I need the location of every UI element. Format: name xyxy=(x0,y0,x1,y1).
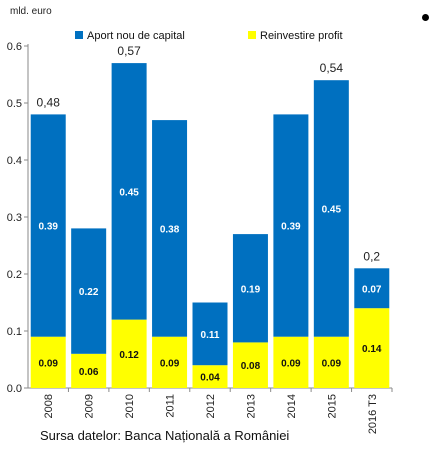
data-label: 0.09 xyxy=(160,358,180,369)
data-label: 0.14 xyxy=(362,344,382,355)
data-label: 0.06 xyxy=(79,367,99,378)
x-tick-label: 2008 xyxy=(43,394,55,418)
bar-segment-aport xyxy=(354,268,390,309)
bar-segment-reinvestire xyxy=(232,342,268,388)
x-tick-label: 2016 T3 xyxy=(367,394,379,434)
data-label: 0.39 xyxy=(281,222,301,233)
bar-segment-aport xyxy=(71,228,107,354)
bar-segment-reinvestire xyxy=(192,365,228,388)
bar-segment-aport xyxy=(152,120,188,337)
bar-segment-reinvestire xyxy=(354,308,390,388)
data-label: 0.08 xyxy=(241,361,261,372)
data-label: 0.22 xyxy=(79,287,99,298)
unit-label: mld. euro xyxy=(10,6,52,17)
legend-item-reinvestire-swatch xyxy=(248,31,256,39)
total-label: 0,2 xyxy=(363,249,380,263)
y-tick-label: 0.2 xyxy=(7,269,22,281)
data-label: 0.07 xyxy=(362,284,382,295)
data-label: 0.45 xyxy=(119,187,139,198)
legend-item-aport-label: Aport nou de capital xyxy=(87,30,185,42)
data-label: 0.12 xyxy=(119,350,139,361)
legend-item-aport-swatch xyxy=(75,31,83,39)
x-tick-label: 2010 xyxy=(124,394,136,418)
y-tick-label: 0.3 xyxy=(7,212,22,224)
data-label: 0.09 xyxy=(322,358,342,369)
bar-segment-aport xyxy=(232,234,268,343)
bar-segment-aport xyxy=(273,114,309,337)
legend-item-reinvestire-label: Reinvestire profit xyxy=(260,30,343,42)
bar-segment-aport xyxy=(30,114,66,337)
bar-segment-reinvestire xyxy=(152,336,188,388)
x-tick-label: 2014 xyxy=(286,394,298,418)
y-tick-label: 0.0 xyxy=(7,383,22,395)
data-label: 0.04 xyxy=(200,373,220,384)
x-tick-label: 2011 xyxy=(165,394,177,418)
data-label: 0.38 xyxy=(160,224,180,235)
bar-segment-aport xyxy=(313,80,349,337)
data-label: 0.09 xyxy=(281,358,301,369)
data-label: 0.09 xyxy=(38,358,58,369)
total-label: 0,48 xyxy=(37,95,61,109)
total-label: 0,57 xyxy=(117,44,141,58)
source-note: Sursa datelor: Banca Națională a Românie… xyxy=(40,428,290,443)
data-label: 0.19 xyxy=(241,284,261,295)
x-tick-label: 2009 xyxy=(84,394,96,418)
bar-segment-reinvestire xyxy=(30,336,66,388)
y-tick-label: 0.4 xyxy=(7,155,22,167)
x-tick-label: 2012 xyxy=(205,394,217,418)
y-tick-label: 0.1 xyxy=(7,326,22,338)
data-label: 0.45 xyxy=(322,204,342,215)
x-tick-label: 2015 xyxy=(326,394,338,418)
y-tick-label: 0.6 xyxy=(7,41,22,53)
data-label: 0.39 xyxy=(38,222,58,233)
y-tick-label: 0.5 xyxy=(7,98,22,110)
bar-segment-reinvestire xyxy=(111,319,147,388)
bar-segment-reinvestire xyxy=(313,336,349,388)
data-label: 0.11 xyxy=(201,330,220,341)
total-label: 0,54 xyxy=(320,61,344,75)
bar-segment-reinvestire xyxy=(71,353,107,388)
bar-segment-reinvestire xyxy=(273,336,309,388)
bar-segment-aport xyxy=(111,63,147,320)
bullet-icon xyxy=(422,14,429,21)
x-tick-label: 2013 xyxy=(245,394,257,418)
bar-segment-aport xyxy=(192,302,228,366)
